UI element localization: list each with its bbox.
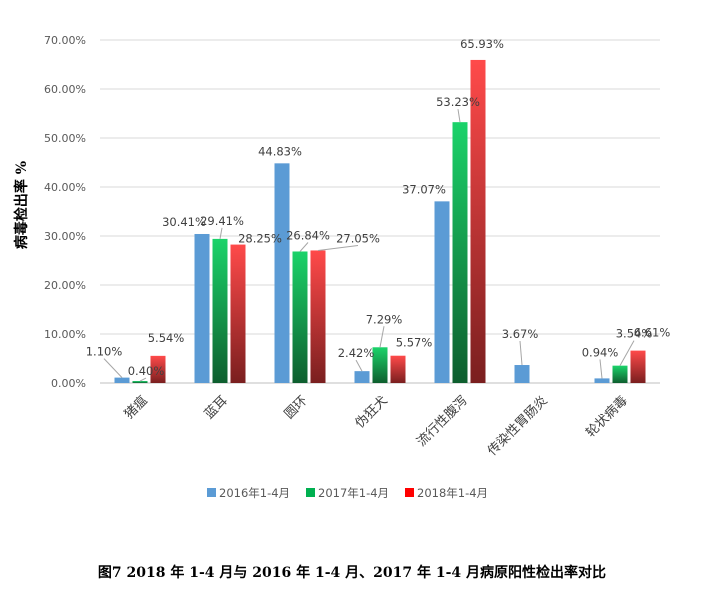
legend-entry: 2017年1-4月 (318, 486, 389, 500)
bar-1-6 (612, 365, 628, 383)
bar-1-3 (372, 347, 388, 383)
legend-entry: 2016年1-4月 (219, 486, 290, 500)
data-label-1-4: 53.23% (436, 95, 480, 109)
bar-1-2 (292, 251, 308, 383)
data-label-1-1: 29.41% (200, 214, 244, 228)
legend-swatch (207, 488, 216, 497)
leader-line (599, 359, 603, 379)
data-label-2-6: 6.61% (634, 326, 671, 340)
leader-lines (103, 109, 635, 382)
y-tick-label: 40.00% (44, 181, 86, 194)
x-tick-label: 传染性胃肠炎 (485, 393, 551, 459)
leader-line (299, 242, 309, 252)
y-tick-label: 60.00% (44, 83, 86, 96)
data-label-2-1: 28.25% (238, 232, 282, 246)
x-axis: 猪瘟 蓝耳 圆环 伪狂犬 流行性腹泻 传染性胃肠炎 轮状病毒 (121, 393, 631, 459)
legend-swatch (405, 488, 414, 497)
leader-line (379, 326, 385, 348)
data-label-0-3: 2.42% (338, 346, 375, 360)
x-tick-label: 蓝耳 (202, 393, 231, 422)
x-tick-label: 轮状病毒 (583, 393, 630, 440)
data-label-0-6: 0.94% (582, 345, 619, 359)
bar-0-4 (434, 201, 450, 383)
leader-line (317, 244, 359, 251)
leader-line (139, 377, 147, 382)
bar-2-3 (390, 355, 406, 383)
bar-1-1 (212, 238, 228, 383)
data-labels: 1.10% 30.41% 44.83% 2.42% 37.07% 3.67% 0.94% 0.… (86, 37, 671, 378)
bar-0-3 (354, 371, 370, 383)
bar-1-4 (452, 122, 468, 383)
bar-0-0 (114, 377, 130, 383)
y-tick-label: 30.00% (44, 230, 86, 243)
data-label-0-1: 30.41% (162, 215, 206, 229)
leader-line (103, 358, 123, 378)
figure-caption: 图7 2018 年 1-4 月与 2016 年 1-4 月、2017 年 1-4… (97, 565, 607, 581)
bar-0-5 (514, 365, 530, 383)
data-label-0-2: 44.83% (258, 144, 302, 158)
gridlines (100, 39, 660, 384)
y-axis: 0.00% 10.00% 20.00% 30.00% 40.00% 50.00% 60.00… (44, 34, 86, 390)
data-label-2-4: 65.93% (460, 37, 504, 51)
bar-0-6 (594, 378, 610, 383)
leader-line (619, 340, 635, 366)
x-tick-label: 猪瘟 (121, 393, 151, 423)
x-tick-label: 伪狂犬 (353, 393, 391, 431)
data-label-0-0: 1.10% (86, 345, 123, 359)
data-label-1-2: 26.84% (286, 228, 330, 242)
bars (114, 59, 646, 384)
data-label-2-2: 27.05% (336, 231, 380, 245)
bar-2-4 (470, 59, 486, 384)
legend-swatch (306, 488, 315, 497)
data-label-1-6: 3.54% (616, 327, 653, 341)
legend-entry: 2018年1-4月 (417, 486, 488, 500)
data-label-0-4: 37.07% (402, 182, 446, 196)
leader-line (219, 227, 223, 239)
bar-2-1 (230, 244, 246, 383)
bar-0-2 (274, 163, 290, 383)
leader-line (355, 359, 363, 372)
bar-0-1 (194, 233, 210, 383)
x-tick-label: 流行性腹泻 (414, 393, 471, 450)
y-tick-label: 50.00% (44, 132, 86, 145)
y-axis-label: 病毒检出率 % (13, 161, 30, 249)
y-tick-label: 0.00% (51, 377, 86, 390)
data-label-1-3: 7.29% (366, 312, 403, 326)
x-tick-label: 圆环 (282, 393, 311, 422)
legend: 2016年1-4月 2017年1-4月 2018年1-4月 (207, 486, 488, 500)
data-label-0-5: 3.67% (502, 327, 539, 341)
bar-2-2 (310, 250, 326, 383)
y-tick-label: 70.00% (44, 34, 86, 47)
data-label-2-3: 5.57% (396, 336, 433, 350)
bar-2-0 (150, 355, 166, 383)
bar-2-6 (630, 350, 646, 383)
y-tick-label: 10.00% (44, 328, 86, 341)
leader-line (457, 109, 461, 123)
y-tick-label: 20.00% (44, 279, 86, 292)
bar-1-0 (132, 381, 148, 383)
leader-line (519, 340, 523, 366)
data-label-2-0: 5.54% (148, 331, 185, 345)
data-label-1-0: 0.40% (128, 364, 165, 378)
